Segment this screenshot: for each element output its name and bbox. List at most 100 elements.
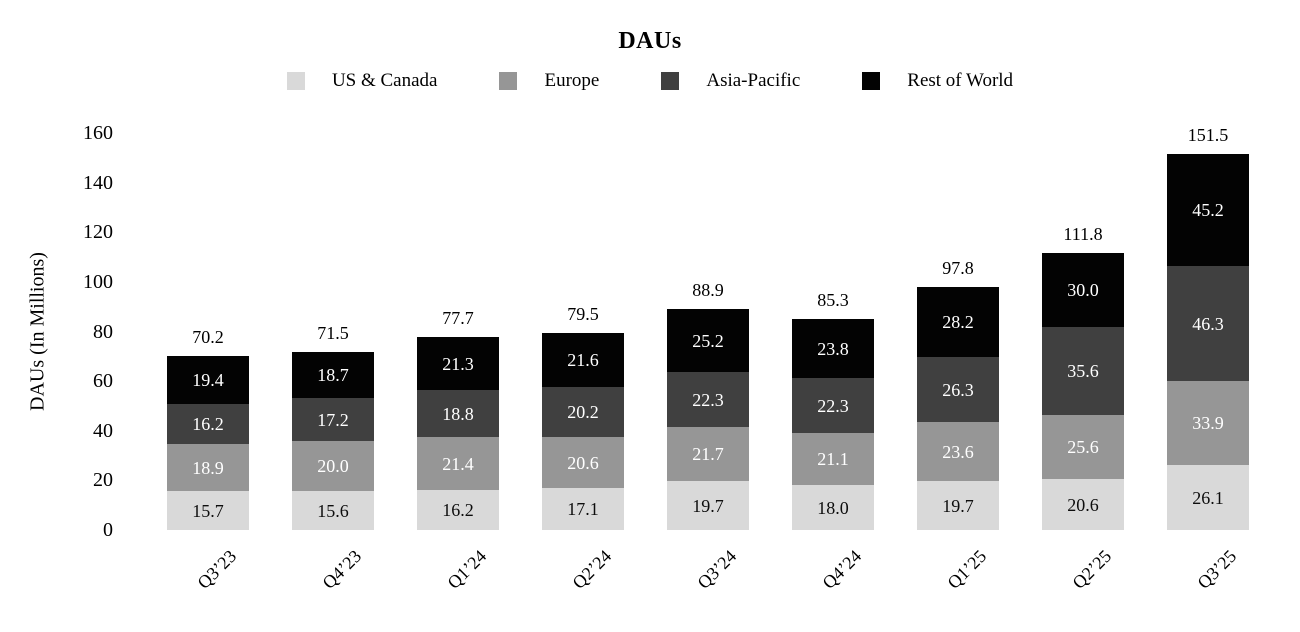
bar-total-label: 88.9 [692,280,724,300]
segment-value-label: 35.6 [1067,361,1099,381]
bar-total-label: 85.3 [817,290,849,310]
bar-stack: 15.7 18.9 16.2 19.4 [167,356,249,530]
x-axis-tick-label: Q4’23 [318,546,366,593]
bar-total-label: 77.7 [442,308,474,328]
segment-value-label: 19.7 [942,495,974,516]
segment-value-label: 25.2 [692,330,724,351]
bar-segment: 16.2 [167,404,249,444]
segment-value-label: 21.7 [692,444,724,464]
segment-value-label: 16.2 [442,500,474,520]
bar-segment: 46.3 [1167,266,1249,381]
segment-value-label: 20.6 [567,452,599,473]
bar-segment: 25.2 [667,309,749,372]
bar-segment: 22.3 [792,378,874,433]
bar-segment: 23.8 [792,319,874,378]
bar-stack: 18.0 21.1 22.3 23.8 [792,319,874,530]
segment-value-label: 45.2 [1192,200,1224,220]
segment-value-label: 22.3 [692,389,724,410]
bar-segment: 25.6 [1042,415,1124,479]
legend-swatch [661,72,680,90]
y-axis-tick-label: 100 [83,270,113,293]
bar-stack: 16.2 21.4 18.8 21.3 [417,337,499,530]
y-axis-tick-label: 20 [93,469,113,492]
legend-swatch [862,72,881,90]
legend-item-label: Asia-Pacific [706,70,801,91]
bar-stack: 20.6 25.6 35.6 30.0 [1042,253,1124,530]
x-axis-tick-label: Q4’24 [818,546,866,593]
bar-stack: 17.1 20.6 20.2 21.6 [542,333,624,530]
segment-value-label: 16.2 [192,414,224,434]
segment-value-label: 21.3 [442,353,474,374]
x-axis-tick-label: Q1’24 [443,546,491,593]
bar-segment: 22.3 [667,372,749,427]
legend-item-label: Europe [544,70,600,91]
segment-value-label: 19.7 [692,495,724,516]
segment-value-label: 30.0 [1067,280,1099,300]
segment-value-label: 18.9 [192,457,224,478]
bar-segment: 17.2 [292,398,374,441]
bar-segment: 17.1 [542,488,624,530]
bar-segment: 20.2 [542,387,624,437]
x-axis-tick-label: Q2’25 [1068,546,1116,593]
bar-segment: 33.9 [1167,381,1249,465]
bar-segment: 35.6 [1042,327,1124,415]
segment-value-label: 22.3 [817,395,849,416]
bar-segment: 16.2 [417,490,499,530]
segment-value-label: 21.6 [567,350,599,370]
y-axis-tick-label: 120 [83,221,113,244]
legend-item: Asia-Pacific [661,70,800,92]
segment-value-label: 26.1 [1192,487,1224,508]
bar-total-label: 71.5 [317,323,349,343]
segment-value-label: 20.2 [567,402,599,422]
segment-value-label: 28.2 [942,312,974,332]
segment-value-label: 17.2 [317,409,349,430]
segment-value-label: 18.8 [442,403,474,424]
bar-segment: 19.4 [167,356,249,404]
segment-value-label: 33.9 [1192,413,1224,433]
bar-segment: 20.6 [542,437,624,488]
bar-stack: 19.7 21.7 22.3 25.2 [667,309,749,530]
bar-segment: 21.4 [417,437,499,490]
bar-total-label: 70.2 [192,327,224,347]
segment-value-label: 25.6 [1067,437,1099,457]
segment-value-label: 26.3 [942,379,974,400]
bar-total-label: 79.5 [567,304,599,324]
legend: US & Canada Europe Asia-Pacific Rest of Wor… [0,70,1300,92]
bar-segment: 19.7 [917,481,999,530]
bar-segment: 21.6 [542,333,624,387]
y-axis-tick-label: 40 [93,419,113,442]
x-axis-tick-label: Q2’24 [568,546,616,593]
bar-segment: 23.6 [917,422,999,481]
bar-segment: 18.9 [167,444,249,491]
bar-segment: 19.7 [667,481,749,530]
legend-item-label: US & Canada [331,70,438,91]
bar-segment: 20.0 [292,441,374,491]
segment-value-label: 23.8 [817,338,849,359]
segment-value-label: 21.4 [442,453,474,474]
segment-value-label: 15.6 [317,500,349,521]
bar-segment: 18.0 [792,485,874,530]
legend-item-label: Rest of World [907,70,1014,91]
bar-segment: 45.2 [1167,154,1249,266]
bar-segment: 28.2 [917,287,999,357]
segment-value-label: 18.7 [317,365,349,385]
bar-segment: 21.3 [417,337,499,390]
x-axis-tick-label: Q1’25 [943,546,991,593]
chart-title: DAUs [618,28,682,54]
y-axis-tick-label: 60 [93,370,113,393]
y-axis-tick-label: 0 [103,519,113,541]
y-axis-tick-label: 140 [83,171,113,194]
bar-segment: 15.7 [167,491,249,530]
segment-value-label: 18.0 [817,497,849,518]
segment-value-label: 17.1 [567,499,599,519]
segment-value-label: 46.3 [1192,313,1224,334]
legend-item: US & Canada [286,70,438,92]
bar-segment: 30.0 [1042,253,1124,327]
bar-segment: 18.8 [417,390,499,437]
x-axis-tick-label: Q3’24 [693,546,741,593]
segment-value-label: 15.7 [192,500,224,521]
bar-total-label: 97.8 [942,258,974,278]
bar-stack: 19.7 23.6 26.3 28.2 [917,287,999,530]
segment-value-label: 20.6 [1067,494,1099,515]
